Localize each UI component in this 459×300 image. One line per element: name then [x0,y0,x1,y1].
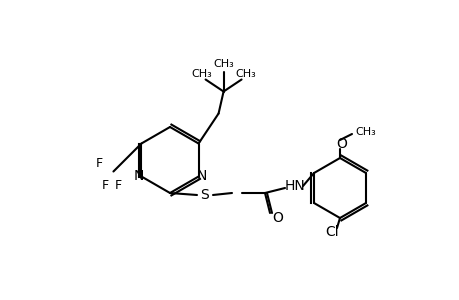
Text: CH₃: CH₃ [355,127,375,137]
Text: Cl: Cl [325,225,338,239]
Text: F: F [95,157,103,170]
Text: S: S [200,188,209,202]
Text: CH₃: CH₃ [213,58,234,68]
Text: N: N [133,169,143,184]
Text: F: F [101,179,109,192]
Text: CH₃: CH₃ [235,68,255,79]
Text: F: F [115,179,122,192]
Text: N: N [196,169,206,184]
Text: O: O [336,137,347,151]
Text: CH₃: CH₃ [191,68,212,79]
Text: HN: HN [284,179,305,193]
Text: O: O [272,211,283,225]
